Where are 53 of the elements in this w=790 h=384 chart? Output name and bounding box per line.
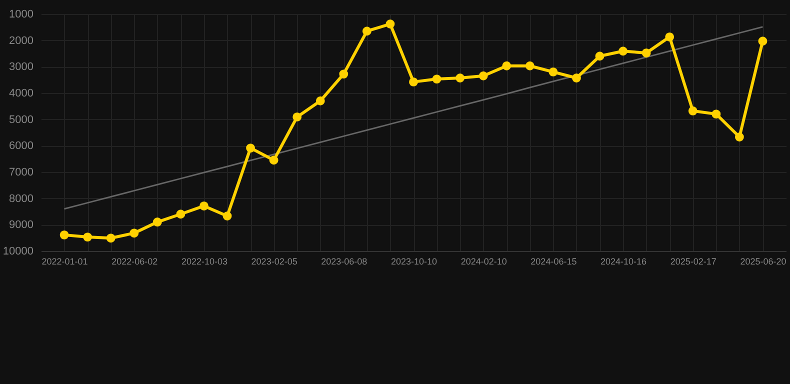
point <box>83 232 92 242</box>
point <box>246 144 256 152</box>
x-tick-label: 2022-10-03 <box>181 256 228 266</box>
x-tick-label: 2022-01-01 <box>42 256 88 266</box>
point <box>478 71 488 80</box>
point <box>222 212 232 220</box>
y-tick-label: 1000 <box>9 8 34 20</box>
point <box>712 110 721 119</box>
point <box>432 74 442 84</box>
point <box>502 61 512 70</box>
point <box>618 46 628 56</box>
point <box>642 48 651 58</box>
point <box>758 36 768 46</box>
point <box>176 210 186 219</box>
point <box>130 228 139 238</box>
point <box>525 61 534 70</box>
point <box>106 234 116 243</box>
point <box>456 74 465 82</box>
point <box>60 230 69 240</box>
y-tick-label: 3000 <box>9 61 34 74</box>
y-tick-label: 5000 <box>9 114 34 126</box>
y-tick-label: 10000 <box>2 246 34 258</box>
x-tick-label: 2023-10-10 <box>390 256 438 266</box>
point <box>362 26 372 36</box>
point <box>269 156 278 165</box>
x-tick-label: 2023-02-05 <box>251 256 298 266</box>
point <box>292 112 302 122</box>
y-tick-label: 2000 <box>9 34 34 47</box>
point <box>688 106 698 116</box>
y-tick-label: 4000 <box>9 88 34 100</box>
point <box>386 20 395 28</box>
y-tick-label: 6000 <box>9 140 34 152</box>
point <box>548 67 558 76</box>
x-tick-label: 2023-06-08 <box>321 256 368 266</box>
y-tick-label: 9000 <box>9 219 34 232</box>
x-tick-label: 2024-02-10 <box>460 256 507 266</box>
point <box>152 218 162 226</box>
x-tick-label: 2025-02-17 <box>670 256 716 266</box>
x-tick-label: 2024-10-16 <box>600 256 647 266</box>
line-series <box>64 26 764 210</box>
point <box>665 32 674 42</box>
point <box>409 77 418 86</box>
x-tick-label: 2022-06-02 <box>112 256 158 266</box>
point <box>572 74 581 82</box>
y-tick-label: 8000 <box>9 192 34 205</box>
point <box>339 70 348 79</box>
x-tick-label: 2024-06-15 <box>530 256 577 266</box>
point <box>595 52 604 61</box>
point <box>734 132 744 142</box>
point <box>199 202 208 210</box>
x-tick-label: 2025-06-20 <box>740 256 786 266</box>
y-tick-label: 7000 <box>9 166 34 178</box>
point <box>316 96 325 106</box>
